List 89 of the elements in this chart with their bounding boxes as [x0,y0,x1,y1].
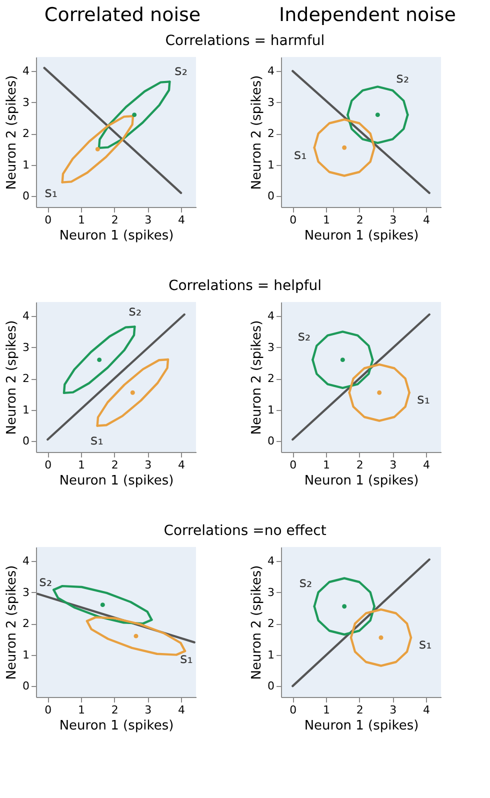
y-tick-label: 4 [268,64,274,78]
series-label: s₁ [44,184,58,201]
x-tick-label: 1 [78,214,85,226]
chart-title: Independent noise [278,3,457,28]
x-tick-label: 2 [356,458,364,472]
x-tick-label: 2 [356,704,364,716]
x-tick-label: 2 [111,458,118,472]
y-tick-label: 1 [22,648,30,662]
chart-title: Correlated noise [43,3,202,28]
y-tick-label: 1 [268,648,274,662]
y-tick-label: 2 [22,617,30,630]
text: Correlations = harmful [164,32,326,51]
x-tick-label: 3 [144,704,152,716]
x-axis-title: Neuron 1 (spikes) [304,228,419,244]
x-tick-label: 1 [323,458,330,472]
x-tick-label: 0 [44,214,52,226]
y-axis-title: Neuron 2 (spikes) [4,75,20,190]
x-axis-title: Neuron 1 (spikes) [304,718,419,734]
y-tick-label: 3 [268,96,274,109]
x-tick-label: 3 [144,214,152,226]
y-axis-title: Neuron 2 (spikes) [4,565,20,680]
x-tick-label: 0 [290,458,297,472]
y-tick-label: 1 [22,403,30,416]
x-tick-label: 4 [178,458,185,472]
series-label: s₁ [417,392,430,408]
y-tick-label: 3 [268,586,274,599]
series-label: s₁ [180,650,193,667]
series-label: s₁ [294,146,307,163]
y-axis-title: Neuron 2 (spikes) [250,75,264,190]
x-tick-label: 3 [144,458,152,472]
y-tick-label: 3 [22,96,30,109]
x-tick-label: 2 [111,704,118,716]
y-tick-label: 4 [22,554,30,568]
x-tick-label: 1 [78,704,85,716]
y-tick-label: 2 [268,127,274,140]
y-tick-label: 0 [268,680,274,693]
y-tick-label: 2 [22,372,30,386]
x-axis-title: Neuron 1 (spikes) [59,718,174,734]
y-tick-label: 4 [22,310,30,323]
y-tick-label: 4 [22,64,30,78]
x-tick-label: 0 [290,704,297,716]
y-tick-label: 2 [268,617,274,630]
y-tick-label: 1 [22,158,30,172]
y-tick-label: 4 [268,310,274,323]
series-label: s₂ [128,304,142,320]
series-label: s₁ [418,636,432,652]
x-tick-label: 3 [390,458,397,472]
y-tick-label: 0 [22,190,30,203]
x-tick-label: 4 [178,214,185,226]
y-tick-label: 0 [268,434,274,448]
y-tick-label: 2 [268,372,274,386]
x-tick-label: 4 [423,458,430,472]
y-axis-title: Neuron 2 (spikes) [250,565,264,680]
x-tick-label: 4 [423,704,430,716]
x-tick-label: 3 [390,214,397,226]
y-tick-label: 3 [268,340,274,354]
x-tick-label: 2 [111,214,118,226]
x-tick-label: 4 [423,214,430,226]
x-axis-title: Neuron 1 (spikes) [59,474,174,488]
y-axis-title: Neuron 2 (spikes) [4,320,20,435]
text: Correlations = helpful [167,277,323,296]
x-tick-label: 4 [178,704,185,716]
series-label: s₂ [396,70,410,87]
x-tick-label: 1 [323,214,330,226]
y-tick-label: 3 [22,586,30,599]
y-tick-label: 1 [268,403,274,416]
x-tick-label: 0 [290,214,297,226]
x-tick-label: 3 [390,704,397,716]
y-tick-label: 0 [22,680,30,693]
x-axis-title: Neuron 1 (spikes) [304,474,419,488]
series-label: s₂ [299,575,312,592]
series-label: s₁ [90,432,104,449]
x-tick-label: 1 [78,458,85,472]
x-tick-label: 0 [44,704,52,716]
y-tick-label: 0 [268,190,274,203]
y-tick-label: 2 [22,127,30,140]
series-label: s₂ [298,328,311,344]
y-tick-label: 3 [22,340,30,354]
y-tick-label: 4 [268,554,274,568]
y-tick-label: 0 [22,434,30,448]
text: Correlations =no effect [162,522,328,541]
x-tick-label: 0 [44,458,52,472]
x-axis-title: Neuron 1 (spikes) [59,228,174,244]
x-tick-label: 1 [323,704,330,716]
y-axis-title: Neuron 2 (spikes) [250,320,264,435]
x-tick-label: 2 [356,214,364,226]
series-label: s₂ [39,574,52,590]
y-tick-label: 1 [268,158,274,172]
series-label: s₂ [174,63,188,80]
